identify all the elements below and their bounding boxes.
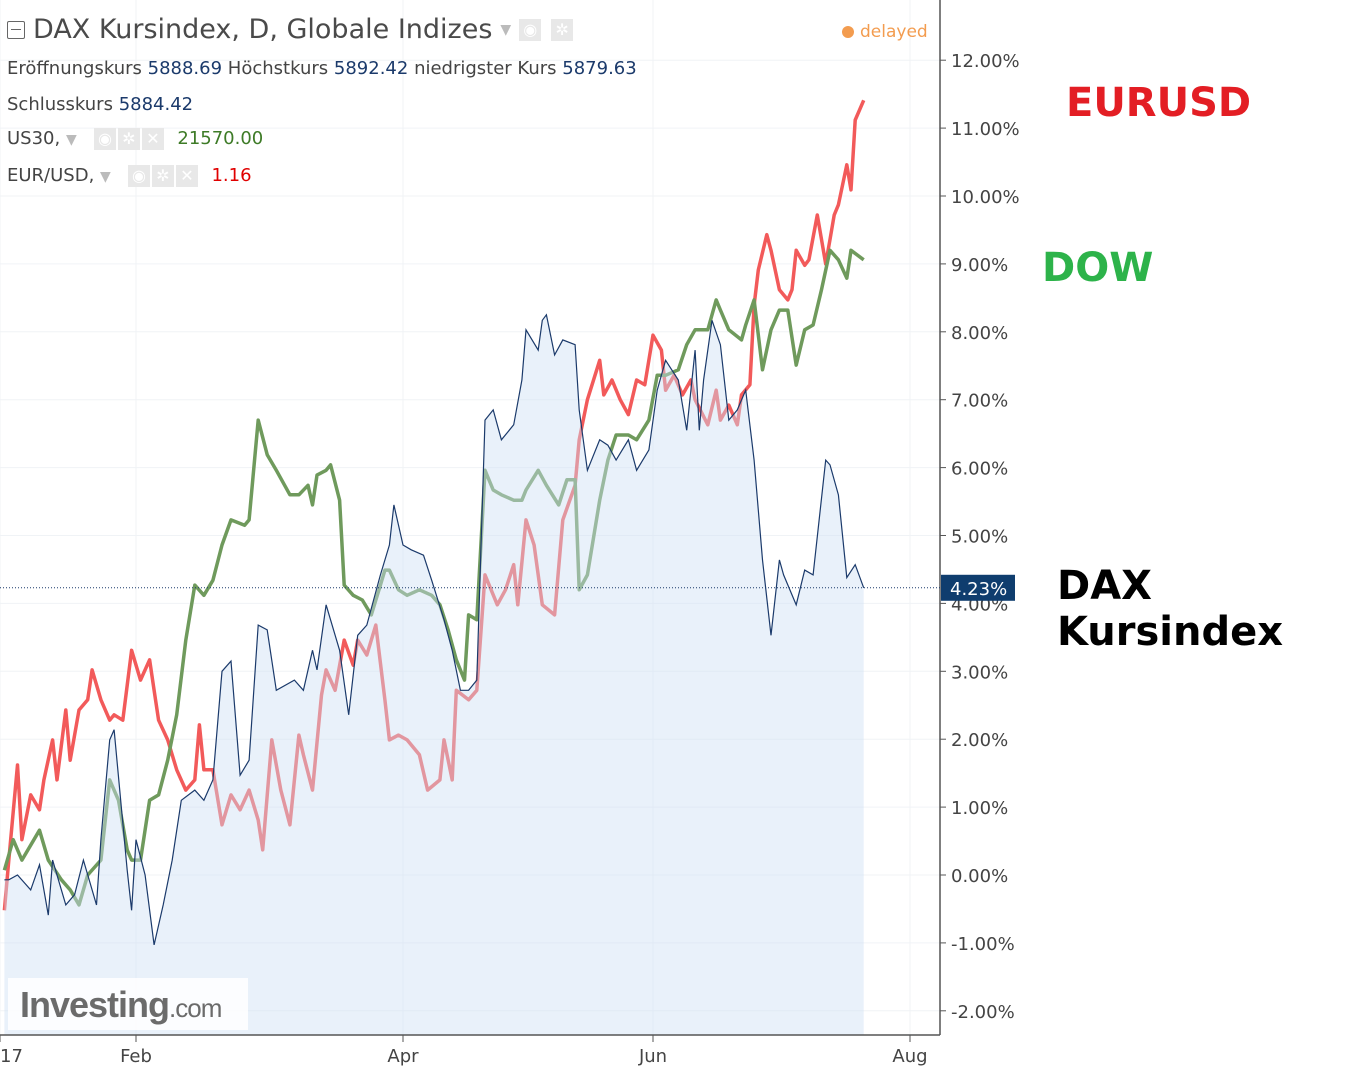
y-tick-label: 12.00% [951, 51, 1020, 72]
y-tick-label: 9.00% [951, 255, 1008, 276]
ohlc-row: Eröffnungskurs 5888.69 Höchstkurs 5892.4… [7, 58, 637, 79]
y-tick-label: -2.00% [951, 1002, 1015, 1023]
status-text: delayed [860, 22, 928, 42]
chevron-down-icon[interactable]: ▼ [65, 132, 77, 148]
series-line-eurusd [2, 99, 866, 911]
dax-area-fill [4, 314, 864, 1035]
y-tick-label: 10.00% [951, 187, 1020, 208]
open-label: Eröffnungskurs [7, 58, 142, 79]
collapse-icon[interactable] [7, 20, 25, 39]
overlay-value: 21570.00 [177, 128, 264, 149]
x-tick-label: Feb [120, 1046, 152, 1067]
y-tick-label: 1.00% [951, 798, 1008, 819]
high-value: 5892.42 [333, 58, 409, 79]
annotation-dax: DAX Kursindex [1057, 563, 1284, 655]
annotation-eurusd: EURUSD [1066, 80, 1252, 126]
overlay-eurusd: EUR/USD, ▼ ◉ ✲ ✕ 1.16 [7, 165, 252, 187]
open-value: 5888.69 [147, 58, 223, 79]
y-tick-label: 0.00% [951, 866, 1008, 887]
eye-icon[interactable]: ◉ [128, 165, 150, 187]
x-tick-label: 17 [0, 1046, 23, 1067]
eye-icon[interactable]: ◉ [93, 128, 116, 150]
grid [0, 0, 940, 1035]
logo-main: Investing [20, 984, 170, 1025]
chart-title-row: DAX Kursindex, D, Globale Indizes ▼ ◉ ✲ [7, 14, 575, 45]
high-label: Höchstkurs [227, 58, 329, 79]
chart-title: DAX Kursindex, D, Globale Indizes [33, 14, 493, 45]
axes: 12.00% 11.00% 10.00% 9.00% 8.00% 7.00% 6.00% 5.… [0, 0, 1020, 1067]
overlay-label: EUR/USD, [7, 165, 95, 186]
chevron-down-icon[interactable]: ▼ [500, 21, 512, 38]
gear-icon[interactable]: ✲ [117, 128, 140, 150]
close-row: Schlusskurs 5884.42 [7, 94, 193, 115]
y-tick-label: -1.00% [951, 934, 1015, 955]
status-badge: delayed [842, 22, 928, 42]
overlay-label: US30, [7, 128, 61, 149]
x-tick-label: Jun [638, 1046, 667, 1067]
annotation-dow: DOW [1042, 245, 1154, 291]
y-tick-label: 11.00% [951, 119, 1020, 140]
y-tick-label: 7.00% [951, 391, 1008, 412]
y-tick-label: 5.00% [951, 527, 1008, 548]
close-icon[interactable]: ✕ [176, 165, 198, 187]
logo-suffix: .com [169, 993, 222, 1023]
y-tick-label: 8.00% [951, 323, 1008, 344]
chevron-down-icon[interactable]: ▼ [100, 169, 111, 185]
y-tick-label: 3.00% [951, 662, 1008, 683]
gear-icon[interactable]: ✲ [551, 18, 574, 41]
low-label: niedrigster Kurs [414, 58, 557, 79]
low-value: 5879.63 [562, 58, 637, 79]
x-tick-label: Aug [892, 1046, 927, 1067]
close-value: 5884.42 [118, 94, 194, 115]
x-tick-label: Apr [387, 1046, 419, 1067]
y-tick-label: 6.00% [951, 459, 1008, 480]
investing-logo: Investing.com [8, 978, 248, 1030]
overlay-us30: US30, ▼ ◉ ✲ ✕ 21570.00 [7, 128, 263, 150]
last-value-badge [941, 574, 1015, 601]
gear-icon[interactable]: ✲ [152, 165, 174, 187]
series-line-dax [4, 313, 865, 946]
series-layer [2, 99, 866, 1035]
close-label: Schlusskurs [7, 94, 113, 115]
status-dot-icon [842, 26, 854, 38]
y-tick-label: 2.00% [951, 730, 1008, 751]
overlay-value: 1.16 [211, 165, 252, 186]
last-value-label: 4.23% [950, 579, 1007, 600]
close-icon[interactable]: ✕ [141, 128, 164, 150]
eye-icon[interactable]: ◉ [519, 18, 542, 41]
